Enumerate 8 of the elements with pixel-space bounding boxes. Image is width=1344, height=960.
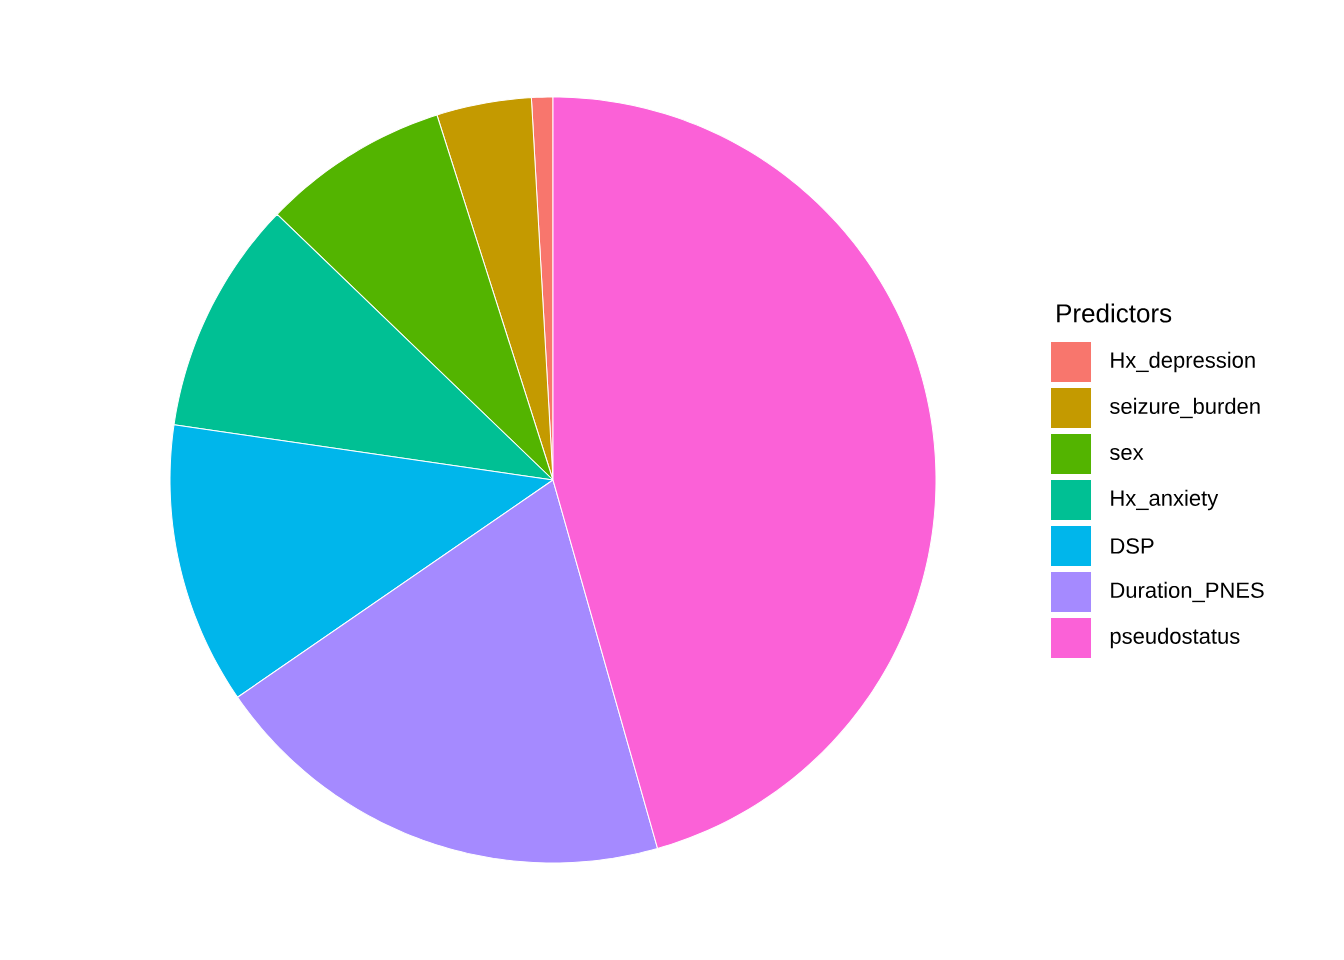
legend-label: pseudostatus bbox=[1110, 627, 1240, 649]
legend-label: DSP bbox=[1111, 538, 1154, 554]
legend-label: Hx_depression bbox=[1111, 351, 1255, 373]
legend-label: sex bbox=[1110, 447, 1144, 461]
legend-title: Predictors bbox=[1057, 303, 1172, 323]
legend-label: Hx_anxiety bbox=[1111, 489, 1219, 511]
legend-label: seizure_burden bbox=[1110, 397, 1260, 419]
legend-label: Duration_PNES bbox=[1111, 581, 1264, 603]
